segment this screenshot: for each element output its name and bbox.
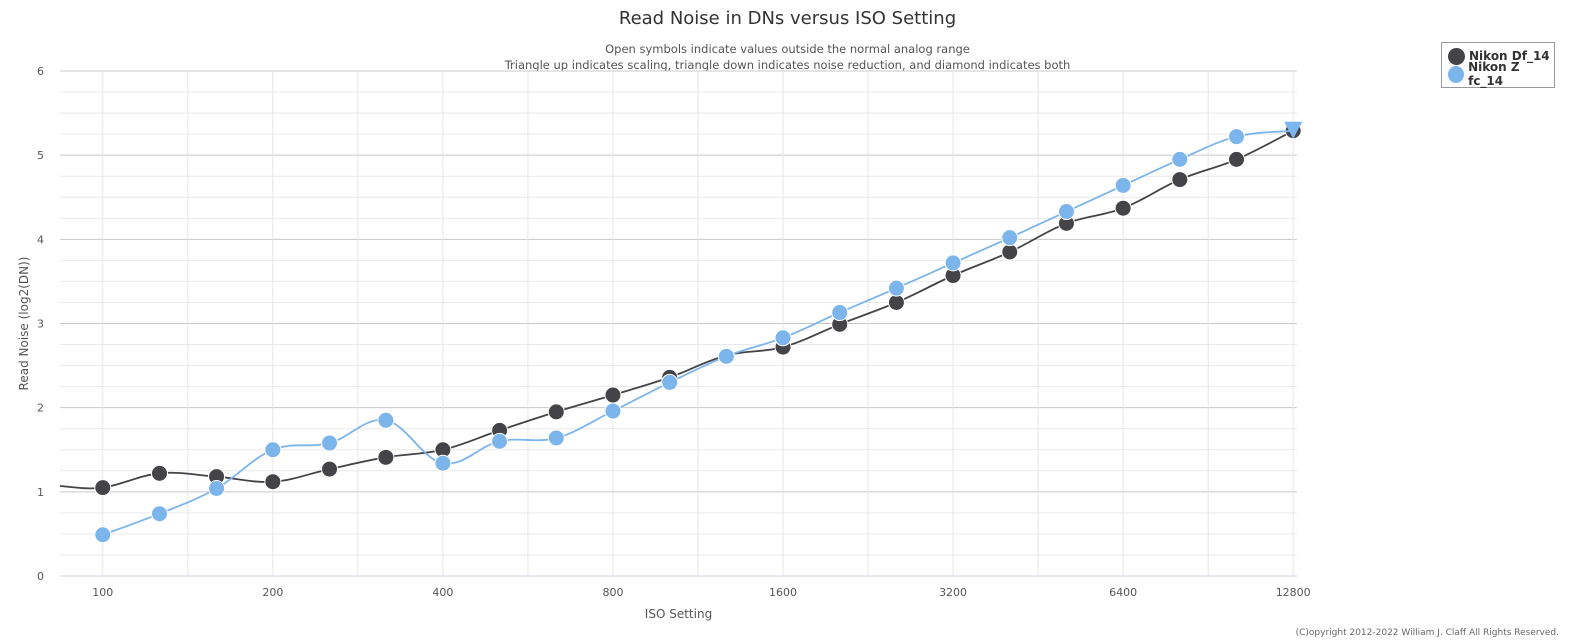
data-point bbox=[94, 526, 112, 544]
y-tick-label: 6 bbox=[37, 65, 44, 78]
copyright-notice: (C)opyright 2012-2022 William J. Claff A… bbox=[1295, 628, 1559, 638]
data-point bbox=[547, 403, 565, 421]
x-tick-label: 1600 bbox=[769, 586, 797, 599]
data-point bbox=[1171, 150, 1189, 168]
y-tick-label: 1 bbox=[37, 486, 44, 499]
data-point bbox=[1228, 150, 1246, 168]
legend-label-series-2: Nikon Z fc_14 bbox=[1468, 60, 1520, 88]
data-point bbox=[944, 254, 962, 272]
legend-item-series-2[interactable]: Nikon Z fc_14 bbox=[1448, 60, 1554, 88]
data-point bbox=[264, 441, 282, 459]
series-layer bbox=[59, 121, 1303, 544]
legend-item-series-1[interactable]: Nikon Df_14 bbox=[1448, 47, 1550, 65]
series-1-marker-icon bbox=[1448, 47, 1465, 65]
data-point bbox=[831, 304, 849, 322]
data-point bbox=[1114, 176, 1132, 194]
grid-lines bbox=[60, 70, 1297, 577]
data-point-triangle-down bbox=[1284, 121, 1303, 139]
data-point bbox=[717, 347, 735, 365]
chart-title: Read Noise in DNs versus ISO Setting bbox=[618, 8, 957, 29]
data-point bbox=[377, 411, 395, 429]
x-tick-label: 100 bbox=[92, 586, 113, 599]
data-point bbox=[321, 434, 339, 452]
data-point bbox=[1228, 128, 1246, 146]
data-point bbox=[208, 479, 226, 497]
y-axis-title: Read Noise (log2(DN)) bbox=[17, 257, 31, 391]
series-line bbox=[102, 129, 1294, 536]
y-tick-label: 3 bbox=[37, 318, 44, 331]
subtitle-line-1: Open symbols indicate values outside the… bbox=[605, 42, 970, 56]
x-tick-label: 800 bbox=[602, 586, 623, 599]
data-point bbox=[94, 479, 112, 497]
y-tick-label: 0 bbox=[37, 570, 44, 583]
y-tick-label: 2 bbox=[37, 402, 44, 415]
data-point bbox=[1171, 171, 1189, 189]
data-point bbox=[264, 473, 282, 491]
data-point bbox=[774, 329, 792, 347]
x-tick-label: 3200 bbox=[939, 586, 967, 599]
data-point bbox=[321, 460, 339, 478]
data-point bbox=[547, 429, 565, 447]
x-tick-label: 6400 bbox=[1109, 586, 1137, 599]
data-point bbox=[1114, 199, 1132, 217]
data-point bbox=[377, 448, 395, 466]
legend: Nikon Df_14 Nikon Z fc_14 bbox=[1441, 42, 1555, 88]
data-point bbox=[1001, 229, 1019, 247]
series-line bbox=[59, 129, 1294, 490]
data-point bbox=[1057, 203, 1075, 221]
data-point bbox=[604, 386, 622, 404]
data-point bbox=[604, 402, 622, 420]
data-point bbox=[887, 279, 905, 297]
x-tick-label: 200 bbox=[262, 586, 283, 599]
data-point bbox=[150, 505, 168, 523]
series-1 bbox=[59, 122, 1302, 497]
axes: 0 1 2 3 4 5 6 100 200 400 800 1600 3200 6400 12800 bbox=[37, 65, 1311, 599]
series-2-marker-icon bbox=[1448, 65, 1465, 83]
x-axis-title: ISO Setting bbox=[645, 607, 712, 621]
x-tick-label: 400 bbox=[432, 586, 453, 599]
x-tick-label: 12800 bbox=[1276, 586, 1311, 599]
data-point bbox=[1001, 243, 1019, 261]
chart-subtitle: Open symbols indicate values outside the… bbox=[0, 42, 1575, 73]
y-tick-label: 5 bbox=[37, 149, 44, 162]
y-tick-label: 4 bbox=[37, 233, 44, 246]
subtitle-line-2: Triangle up indicates scaling, triangle … bbox=[504, 57, 1071, 72]
data-point bbox=[150, 464, 168, 482]
data-point bbox=[661, 373, 679, 391]
legend-label-series-1: Nikon Df_14 bbox=[1469, 49, 1550, 63]
data-point bbox=[491, 432, 509, 450]
data-point bbox=[887, 293, 905, 311]
data-point bbox=[434, 454, 452, 472]
series-2 bbox=[94, 121, 1303, 544]
